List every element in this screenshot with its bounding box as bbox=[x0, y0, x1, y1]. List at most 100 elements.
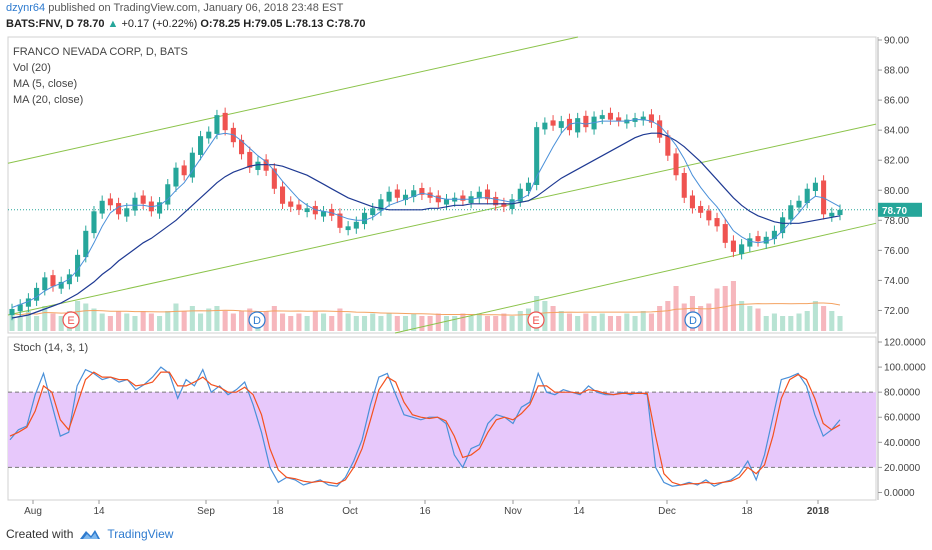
x-tick-label-10: 2018 bbox=[807, 506, 830, 517]
candle-body bbox=[599, 115, 605, 119]
candle-body bbox=[271, 168, 277, 189]
close-value: 78.70 bbox=[337, 18, 366, 30]
chart-title: FRANCO NEVADA CORP, D, BATS bbox=[13, 46, 188, 58]
last-price: 78.70 bbox=[76, 18, 105, 30]
candle-body bbox=[140, 195, 146, 204]
high-label: H: bbox=[243, 18, 255, 30]
price-tick-label-1: 88.00 bbox=[884, 66, 909, 77]
candle-body bbox=[132, 197, 138, 211]
volume-bar bbox=[25, 311, 31, 331]
candle-body bbox=[763, 236, 769, 244]
volume-bar bbox=[640, 311, 646, 331]
price-tick-label-7: 76.00 bbox=[884, 246, 909, 257]
candle-body bbox=[435, 195, 441, 203]
volume-bar bbox=[411, 313, 417, 331]
candle-body bbox=[476, 191, 482, 199]
low-value: 78.13 bbox=[295, 18, 324, 30]
dividend-marker-1-circle bbox=[248, 311, 266, 329]
footer: Created with TradingView bbox=[6, 527, 173, 541]
volume-bar bbox=[550, 306, 556, 331]
price-tick-label-6: 78.00 bbox=[884, 216, 909, 227]
candle-body bbox=[460, 195, 466, 201]
open-value: 78.25 bbox=[212, 18, 241, 30]
volume-bar bbox=[9, 313, 15, 331]
earnings-marker-1-circle bbox=[62, 311, 80, 329]
volume-bar bbox=[624, 313, 630, 331]
candle-body bbox=[198, 136, 204, 155]
x-tick-label-4: Oct bbox=[342, 506, 358, 517]
price-pane-frame bbox=[7, 36, 877, 334]
candle-body bbox=[361, 212, 368, 225]
author-link[interactable]: dzynr64 bbox=[6, 2, 46, 14]
volume-bar bbox=[386, 313, 392, 331]
candle-body bbox=[714, 218, 720, 227]
candle-body bbox=[296, 204, 302, 210]
volume-bar bbox=[206, 308, 212, 331]
candle-body bbox=[222, 112, 228, 131]
volume-bar bbox=[173, 303, 179, 331]
volume-bar bbox=[140, 311, 146, 331]
volume-bar bbox=[353, 316, 359, 331]
ma5-line bbox=[11, 119, 841, 308]
candle-body bbox=[189, 152, 195, 178]
volume-bar bbox=[337, 308, 343, 331]
volume-bar bbox=[443, 316, 450, 331]
volume-bar bbox=[239, 311, 245, 331]
candle-body bbox=[829, 212, 835, 217]
x-tick-label-7: 14 bbox=[573, 506, 585, 517]
candle-body bbox=[116, 203, 122, 215]
volume-bar bbox=[476, 313, 482, 331]
legend-vol[interactable]: Vol (20) bbox=[13, 62, 51, 74]
last-price-badge bbox=[878, 202, 922, 217]
candle-body bbox=[780, 217, 786, 234]
x-tick-label-6: Nov bbox=[504, 506, 522, 517]
tradingview-brand-link[interactable]: TradingView bbox=[107, 527, 174, 541]
chart-legend: FRANCO NEVADA CORP, D, BATS Vol (20) MA … bbox=[13, 44, 188, 108]
volume-bar bbox=[771, 313, 777, 331]
channel-lower-line bbox=[394, 222, 877, 334]
volume-bar bbox=[320, 313, 327, 331]
candle-body bbox=[542, 122, 548, 130]
candle-body bbox=[812, 182, 818, 192]
candle-body bbox=[771, 230, 777, 240]
candle-body bbox=[83, 230, 89, 258]
candle-body bbox=[402, 194, 409, 201]
dividend-marker-2-label: D bbox=[689, 315, 697, 327]
stoch-legend[interactable]: Stoch (14, 3, 1) bbox=[13, 342, 89, 354]
candle-body bbox=[394, 189, 400, 198]
tradingview-logo-icon bbox=[80, 530, 101, 539]
candle-body bbox=[255, 161, 261, 170]
candle-body bbox=[58, 281, 64, 289]
volume-bar bbox=[468, 316, 474, 331]
candle-body bbox=[99, 200, 105, 214]
volume-bar bbox=[575, 316, 581, 331]
volume-bar bbox=[419, 316, 425, 331]
volume-bar bbox=[181, 311, 187, 331]
legend-ma20[interactable]: MA (20, close) bbox=[13, 94, 84, 106]
volume-bar bbox=[747, 306, 753, 331]
volume-bar bbox=[566, 313, 573, 331]
candle-body bbox=[124, 208, 130, 217]
volume-ma-line bbox=[11, 302, 841, 316]
symbol-name: BATS:FNV, D bbox=[6, 18, 74, 30]
candle-body bbox=[722, 224, 728, 243]
ma20-line bbox=[11, 132, 841, 319]
volume-bar bbox=[484, 316, 491, 331]
symbol-bar: BATS:FNV, D 78.70 ▲ +0.17 (+0.22%) O:78.… bbox=[6, 18, 366, 30]
x-tick-label-2: Sep bbox=[197, 506, 215, 517]
candle-body bbox=[247, 151, 253, 168]
volume-bar bbox=[517, 311, 523, 331]
candle-body bbox=[411, 190, 417, 198]
candle-body bbox=[370, 208, 376, 216]
price-tick-label-4: 82.00 bbox=[884, 156, 909, 167]
candle-body bbox=[517, 188, 523, 202]
price-tick-label-0: 90.00 bbox=[884, 36, 909, 47]
candle-body bbox=[9, 308, 15, 315]
candle-body bbox=[681, 172, 687, 198]
x-tick-label-3: 18 bbox=[272, 506, 284, 517]
price-tick-label-5: 80.00 bbox=[884, 186, 909, 197]
legend-ma5[interactable]: MA (5, close) bbox=[13, 78, 78, 90]
volume-bar bbox=[796, 313, 802, 331]
volume-bar bbox=[402, 316, 409, 331]
